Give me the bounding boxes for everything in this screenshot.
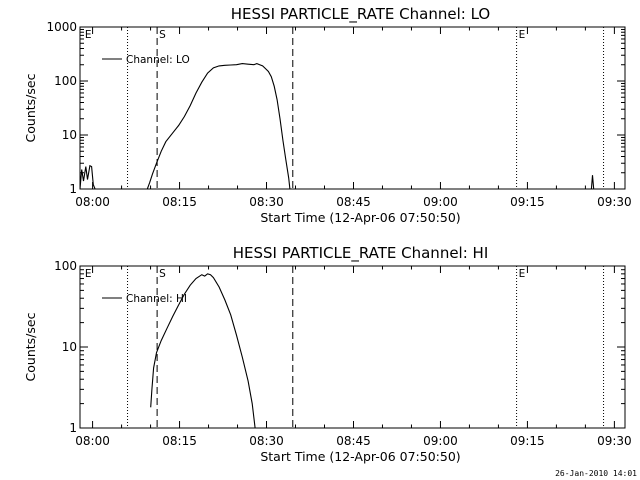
x-tick-label: 08:15 xyxy=(162,434,197,448)
panel-lo: HESSI PARTICLE_RATE Channel: LO 08:00 08:1… xyxy=(23,5,632,225)
x-tick-label: 08:00 xyxy=(75,434,110,448)
x-tick-label: 09:15 xyxy=(510,195,545,209)
footer-timestamp: 26-Jan-2010 14:01 xyxy=(555,469,637,478)
x-tick-label: 09:00 xyxy=(423,434,458,448)
x-tick-label: 08:00 xyxy=(75,195,110,209)
x-tick-label: 09:30 xyxy=(597,195,632,209)
x-tick-label: 08:45 xyxy=(336,434,371,448)
y-tick-label: 100 xyxy=(54,74,77,88)
marker-label: E xyxy=(519,268,526,280)
marker-label: E xyxy=(519,29,526,41)
x-axis-label: Start Time (12-Apr-06 07:50:50) xyxy=(260,449,460,464)
marker-label: E xyxy=(85,268,92,280)
x-tick-label: 09:15 xyxy=(510,434,545,448)
series-line xyxy=(146,63,291,189)
y-tick-label: 1 xyxy=(69,421,77,435)
chart-title: HESSI PARTICLE_RATE Channel: LO xyxy=(231,5,490,24)
series-line xyxy=(150,273,256,428)
x-tick-label: 08:15 xyxy=(162,195,197,209)
plot-frame xyxy=(79,26,626,190)
y-tick-label: 1 xyxy=(69,182,77,196)
series-group xyxy=(150,273,256,428)
x-tick-label: 08:30 xyxy=(249,195,284,209)
y-axis-label: Counts/sec xyxy=(23,312,38,381)
x-axis-label: Start Time (12-Apr-06 07:50:50) xyxy=(260,210,460,225)
legend-label: Channel: LO xyxy=(126,54,190,66)
x-tick-label: 09:30 xyxy=(597,434,632,448)
x-tick-label: 09:00 xyxy=(423,195,458,209)
y-tick-label: 100 xyxy=(54,259,77,273)
panel-hi: HESSI PARTICLE_RATE Channel: HI 08:00 08:1… xyxy=(23,244,632,464)
legend-label: Channel: HI xyxy=(126,293,187,305)
chart-title: HESSI PARTICLE_RATE Channel: HI xyxy=(233,244,489,263)
marker-label: S xyxy=(159,268,166,280)
x-tick-label: 08:45 xyxy=(336,195,371,209)
series-group xyxy=(80,63,595,189)
y-tick-label: 10 xyxy=(62,340,77,354)
series-line xyxy=(590,175,595,189)
series-line xyxy=(80,164,96,189)
y-tick-label: 10 xyxy=(62,128,77,142)
y-axis-label: Counts/sec xyxy=(23,73,38,142)
x-tick-label: 08:30 xyxy=(249,434,284,448)
plot-frame xyxy=(79,265,626,429)
marker-label: S xyxy=(159,29,166,41)
marker-label: E xyxy=(85,29,92,41)
y-tick-label: 1000 xyxy=(46,20,77,34)
